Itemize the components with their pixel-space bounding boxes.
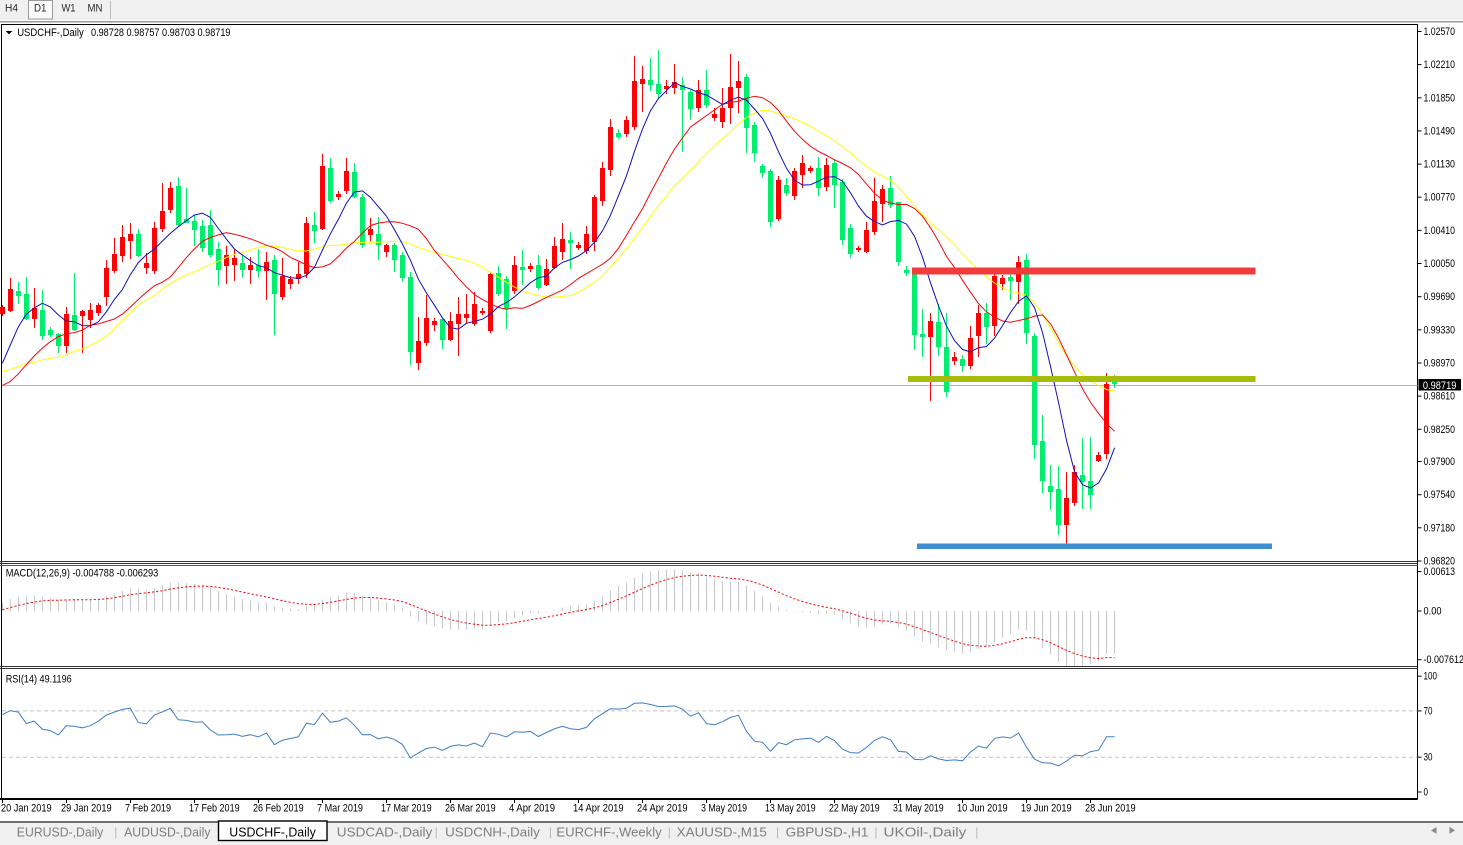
svg-text:1.01130: 1.01130 bbox=[1424, 159, 1456, 171]
svg-text:22 May 2019: 22 May 2019 bbox=[829, 803, 880, 815]
svg-text:EURCHF-,Weekly: EURCHF-,Weekly bbox=[556, 825, 662, 839]
svg-text:0.00613: 0.00613 bbox=[1424, 566, 1456, 578]
svg-text:29 Jan 2019: 29 Jan 2019 bbox=[61, 803, 112, 815]
svg-text:70: 70 bbox=[1424, 705, 1433, 717]
svg-text:GBPUSD-,H1: GBPUSD-,H1 bbox=[786, 825, 869, 839]
svg-text:MN: MN bbox=[88, 3, 103, 15]
svg-text:USDCHF-,Daily: USDCHF-,Daily bbox=[17, 27, 84, 39]
svg-text:30: 30 bbox=[1424, 752, 1433, 764]
svg-text:28 Jun 2019: 28 Jun 2019 bbox=[1085, 803, 1136, 815]
svg-text:4 Apr 2019: 4 Apr 2019 bbox=[509, 803, 555, 815]
svg-text:-0.007612: -0.007612 bbox=[1424, 654, 1463, 666]
svg-text:31 May 2019: 31 May 2019 bbox=[893, 803, 944, 815]
svg-text:0.00: 0.00 bbox=[1424, 606, 1442, 618]
svg-text:13 May 2019: 13 May 2019 bbox=[765, 803, 816, 815]
svg-text:100: 100 bbox=[1424, 671, 1438, 683]
svg-text:USDCHF-,Daily: USDCHF-,Daily bbox=[229, 825, 316, 839]
svg-text:0.98719: 0.98719 bbox=[1423, 380, 1457, 392]
svg-text:USDCNH-,Daily: USDCNH-,Daily bbox=[445, 825, 540, 839]
svg-text:0.99690: 0.99690 bbox=[1424, 291, 1456, 303]
svg-text:10 Jun 2019: 10 Jun 2019 bbox=[957, 803, 1008, 815]
svg-text:RSI(14) 49.1196: RSI(14) 49.1196 bbox=[6, 674, 72, 686]
svg-text:1.00410: 1.00410 bbox=[1424, 225, 1456, 237]
svg-text:14 Apr 2019: 14 Apr 2019 bbox=[573, 803, 624, 815]
svg-text:0.99330: 0.99330 bbox=[1424, 324, 1456, 336]
svg-text:0.98970: 0.98970 bbox=[1424, 358, 1456, 370]
svg-text:0: 0 bbox=[1424, 787, 1429, 799]
svg-text:|: | bbox=[776, 825, 779, 839]
svg-text:0.97180: 0.97180 bbox=[1424, 522, 1456, 534]
svg-text:0.98250: 0.98250 bbox=[1424, 424, 1456, 436]
svg-text:17 Feb 2019: 17 Feb 2019 bbox=[189, 803, 240, 815]
svg-text:W1: W1 bbox=[62, 3, 76, 15]
svg-text:26 Feb 2019: 26 Feb 2019 bbox=[253, 803, 304, 815]
svg-text:1.01490: 1.01490 bbox=[1424, 125, 1456, 137]
svg-text:|: | bbox=[435, 825, 438, 839]
svg-text:0.97900: 0.97900 bbox=[1424, 456, 1456, 468]
svg-text:0.96820: 0.96820 bbox=[1424, 556, 1456, 568]
svg-text:EURUSD-,Daily: EURUSD-,Daily bbox=[17, 825, 104, 839]
svg-text:1.01850: 1.01850 bbox=[1424, 92, 1456, 104]
svg-text:XAUUSD-,M15: XAUUSD-,M15 bbox=[677, 825, 767, 839]
svg-text:26 Mar 2019: 26 Mar 2019 bbox=[445, 803, 496, 815]
svg-text:H4: H4 bbox=[5, 3, 18, 15]
svg-text:|: | bbox=[668, 825, 671, 839]
svg-text:1.00050: 1.00050 bbox=[1424, 258, 1456, 270]
svg-text:USDCAD-,Daily: USDCAD-,Daily bbox=[337, 825, 433, 839]
svg-text:|: | bbox=[549, 825, 552, 839]
svg-text:0.98728 0.98757 0.98703 0.9871: 0.98728 0.98757 0.98703 0.98719 bbox=[91, 27, 231, 39]
svg-text:MACD(12,26,9) -0.004788 -0.006: MACD(12,26,9) -0.004788 -0.006293 bbox=[6, 567, 159, 579]
svg-text:D1: D1 bbox=[34, 3, 47, 15]
svg-text:0.98610: 0.98610 bbox=[1424, 391, 1456, 403]
svg-text:17 Mar 2019: 17 Mar 2019 bbox=[381, 803, 432, 815]
svg-text:1.02210: 1.02210 bbox=[1424, 59, 1456, 71]
svg-text:|: | bbox=[975, 825, 978, 839]
svg-text:20 Jan 2019: 20 Jan 2019 bbox=[1, 803, 52, 815]
svg-text:3 May 2019: 3 May 2019 bbox=[701, 803, 747, 815]
svg-text:1.00770: 1.00770 bbox=[1424, 192, 1456, 204]
svg-text:|: | bbox=[874, 825, 877, 839]
svg-text:AUDUSD-,Daily: AUDUSD-,Daily bbox=[124, 825, 211, 839]
svg-text:0.97540: 0.97540 bbox=[1424, 489, 1456, 501]
svg-text:UKOil-,Daily: UKOil-,Daily bbox=[884, 825, 968, 839]
svg-text:7 Feb 2019: 7 Feb 2019 bbox=[125, 803, 171, 815]
svg-text:24 Apr 2019: 24 Apr 2019 bbox=[637, 803, 688, 815]
svg-text:7 Mar 2019: 7 Mar 2019 bbox=[317, 803, 363, 815]
svg-text:1.02570: 1.02570 bbox=[1424, 26, 1456, 38]
svg-text:19 Jun 2019: 19 Jun 2019 bbox=[1021, 803, 1072, 815]
svg-text:|: | bbox=[114, 825, 117, 839]
